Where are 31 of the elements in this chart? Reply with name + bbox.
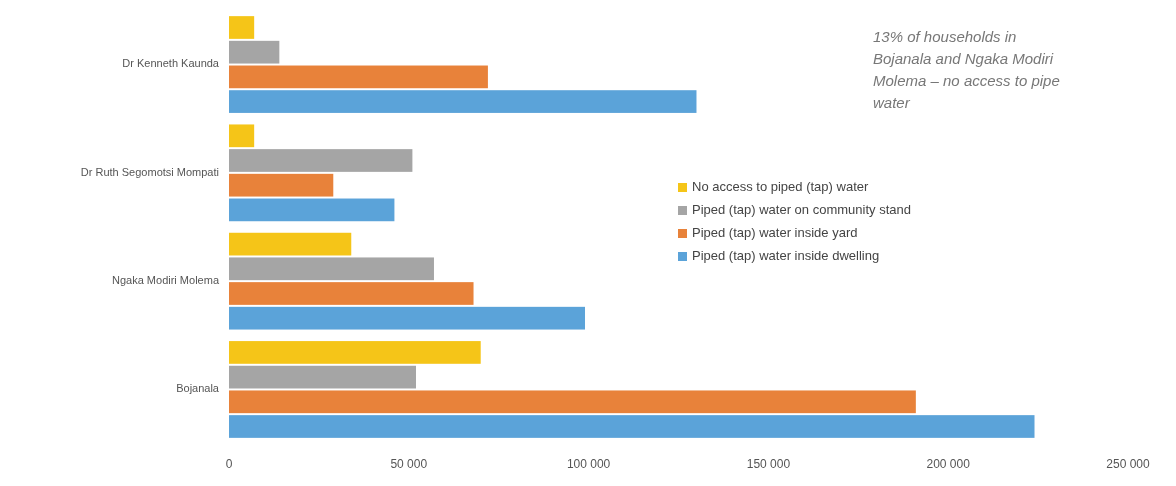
bar xyxy=(229,198,395,222)
legend-label: Piped (tap) water inside dwelling xyxy=(692,248,880,264)
x-tick-label: 0 xyxy=(225,457,233,471)
bar xyxy=(229,390,916,414)
annotation: 13% of households in Bojanala and Ngaka Modiri Molema – no access to pipe water xyxy=(873,28,1060,111)
x-tick-label: 150 000 xyxy=(746,457,791,471)
y-tick-label: Bojanala xyxy=(176,382,220,395)
legend-label: Piped (tap) water inside yard xyxy=(692,225,858,241)
y-tick-label: Dr Kenneth Kaunda xyxy=(122,57,220,70)
y-tick-label: Ngaka Modiri Molema xyxy=(112,274,220,287)
bar xyxy=(229,282,474,305)
bar xyxy=(229,173,334,197)
bar xyxy=(229,415,1035,438)
bar xyxy=(229,365,416,389)
bar xyxy=(229,232,352,256)
bar xyxy=(229,40,280,64)
bar xyxy=(229,341,481,364)
x-tick-label: 250 000 xyxy=(1106,457,1151,471)
x-tick-label: 100 000 xyxy=(566,457,611,471)
y-tick-label: Dr Ruth Segomotsi Mompati xyxy=(80,165,219,178)
bar xyxy=(229,306,585,330)
bar xyxy=(229,65,488,89)
bar xyxy=(229,149,413,172)
legend-label: Piped (tap) water on community stand xyxy=(692,202,911,218)
x-tick-label: 50 000 xyxy=(390,457,428,471)
bar xyxy=(229,16,255,39)
bar xyxy=(229,90,697,113)
x-tick-label: 200 000 xyxy=(926,457,971,471)
bar xyxy=(229,124,255,148)
legend-label: No access to piped (tap) water xyxy=(692,179,869,195)
bar xyxy=(229,257,434,281)
